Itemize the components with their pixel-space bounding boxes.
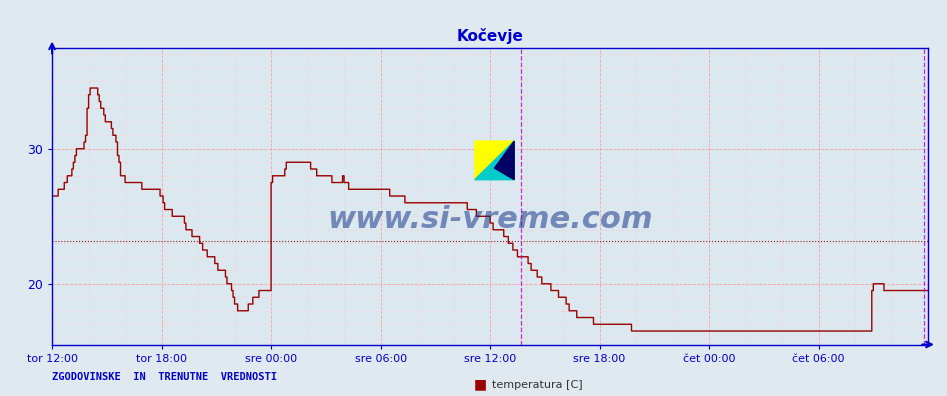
Text: ■: ■: [474, 377, 487, 391]
Polygon shape: [494, 141, 514, 180]
Title: Kočevje: Kočevje: [456, 28, 524, 44]
Polygon shape: [474, 141, 514, 180]
Text: temperatura [C]: temperatura [C]: [492, 380, 583, 390]
Polygon shape: [474, 141, 514, 180]
Text: ZGODOVINSKE  IN  TRENUTNE  VREDNOSTI: ZGODOVINSKE IN TRENUTNE VREDNOSTI: [52, 372, 277, 382]
Text: www.si-vreme.com: www.si-vreme.com: [328, 205, 652, 234]
